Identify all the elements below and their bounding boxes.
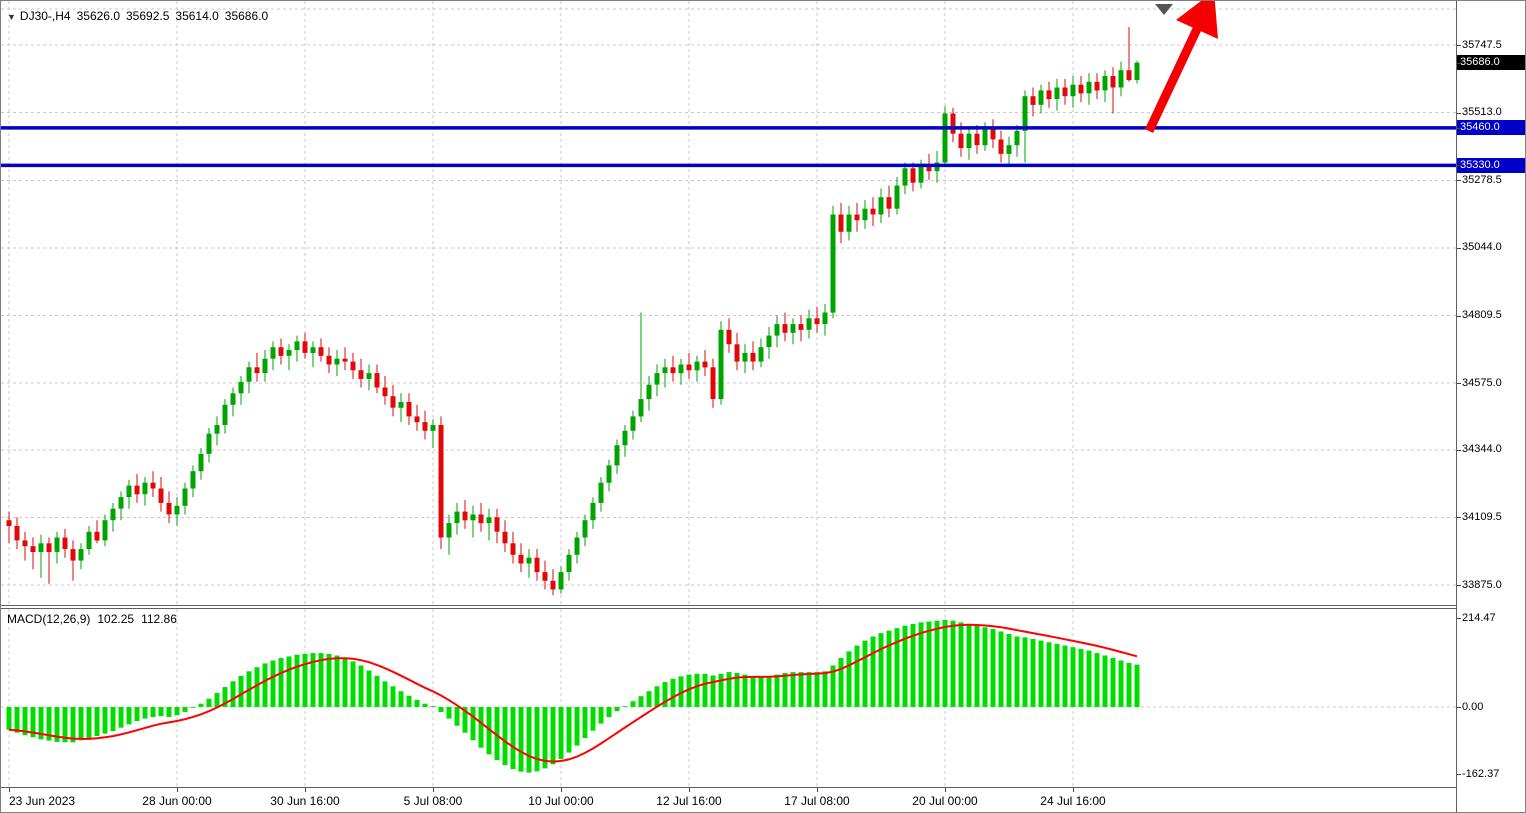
current-price-label: 35686.0 xyxy=(1457,55,1525,71)
time-axis-label: 12 Jul 16:00 xyxy=(656,794,722,808)
ohlc-low-value: 35614.0 xyxy=(175,9,219,23)
symbol-info-bar: ▼ DJ30-,H4 35626.0 35692.5 35614.0 35686.0 xyxy=(7,9,274,23)
time-axis-label: 30 Jun 16:00 xyxy=(270,794,340,808)
axis-tick xyxy=(1457,450,1461,451)
macd-axis-label: 0.00 xyxy=(1462,700,1484,713)
macd-indicator-plot[interactable] xyxy=(1,609,1456,787)
bar-marker-icon xyxy=(1155,4,1173,15)
price-axis-label: 35513.0 xyxy=(1462,106,1502,119)
axis-tick xyxy=(1073,788,1074,792)
time-axis[interactable]: 23 Jun 2023 28 Jun 00:00 30 Jun 16:00 5 Jul… xyxy=(1,788,1456,812)
macd-indicator-label: MACD(12,26,9) 102.25 112.86 xyxy=(7,612,184,626)
axis-tick xyxy=(305,788,306,792)
price-axis-label: 33875.0 xyxy=(1462,578,1502,591)
axis-tick xyxy=(689,788,690,792)
price-axis-label: 35278.5 xyxy=(1462,173,1502,186)
ohlc-open-value: 35626.0 xyxy=(76,9,120,23)
macd-axis-label: -162.37 xyxy=(1462,767,1500,780)
panel-splitter-line[interactable] xyxy=(1,608,1525,609)
macd-main-value: 102.25 xyxy=(97,612,135,626)
axis-tick xyxy=(1457,517,1461,518)
time-axis-label: 17 Jul 08:00 xyxy=(784,794,850,808)
level-price-label: 35330.0 xyxy=(1457,157,1525,173)
axis-tick xyxy=(1457,383,1461,384)
axis-tick xyxy=(1457,45,1461,46)
macd-name: MACD(12,26,9) xyxy=(7,612,91,626)
macd-signal-value: 112.86 xyxy=(141,612,177,626)
axis-tick xyxy=(561,788,562,792)
symbol-dropdown-icon[interactable]: ▼ xyxy=(7,12,16,22)
level-price-label: 35460.0 xyxy=(1457,120,1525,136)
axis-tick xyxy=(1457,63,1461,64)
macd-axis-label: 214.47 xyxy=(1462,611,1496,624)
axis-tick xyxy=(177,788,178,792)
price-axis-label: 35044.0 xyxy=(1462,241,1502,254)
axis-tick xyxy=(1457,774,1461,775)
axis-tick xyxy=(9,788,10,792)
time-axis-label: 28 Jun 00:00 xyxy=(142,794,212,808)
trend-arrow-annotation[interactable] xyxy=(1144,1,1218,133)
axis-tick xyxy=(1457,180,1461,181)
axis-tick xyxy=(1457,316,1461,317)
time-axis-separator xyxy=(1,787,1525,788)
axis-tick xyxy=(1457,707,1461,708)
price-chart-plot[interactable] xyxy=(1,1,1456,605)
time-axis-label: 10 Jul 00:00 xyxy=(528,794,594,808)
macd-signal-line xyxy=(8,623,1138,763)
axis-tick xyxy=(1457,618,1461,619)
price-axis-label: 34109.5 xyxy=(1462,511,1502,523)
axis-tick xyxy=(1457,113,1461,114)
axis-tick xyxy=(1457,165,1461,166)
axis-tick xyxy=(1457,128,1461,129)
axis-tick xyxy=(1457,585,1461,586)
symbol-timeframe-label: DJ30-,H4 xyxy=(19,9,71,23)
candlesticks xyxy=(6,27,1140,596)
price-axis[interactable]: 35747.5 35686.0 35513.0 35460.0 35330.0 35278… xyxy=(1456,1,1525,812)
time-axis-label: 20 Jul 00:00 xyxy=(912,794,978,808)
price-axis-label: 35747.5 xyxy=(1462,38,1502,51)
ohlc-high-value: 35692.5 xyxy=(126,9,170,23)
main-grid xyxy=(1,1,1456,605)
ohlc-close-value: 35686.0 xyxy=(224,9,269,23)
panel-splitter-line[interactable] xyxy=(1,605,1525,606)
axis-tick xyxy=(817,788,818,792)
axis-tick xyxy=(945,788,946,792)
axis-tick xyxy=(433,788,434,792)
price-axis-label: 34575.0 xyxy=(1462,376,1502,389)
time-axis-label: 23 Jun 2023 xyxy=(9,794,76,808)
macd-histogram xyxy=(6,619,1140,773)
time-axis-label: 24 Jul 16:00 xyxy=(1040,794,1106,808)
support-resistance-lines xyxy=(1,126,1456,168)
price-axis-label: 34344.0 xyxy=(1462,443,1502,456)
time-axis-label: 5 Jul 08:00 xyxy=(403,794,463,808)
price-axis-label: 34809.5 xyxy=(1462,309,1502,322)
axis-tick xyxy=(1457,248,1461,249)
